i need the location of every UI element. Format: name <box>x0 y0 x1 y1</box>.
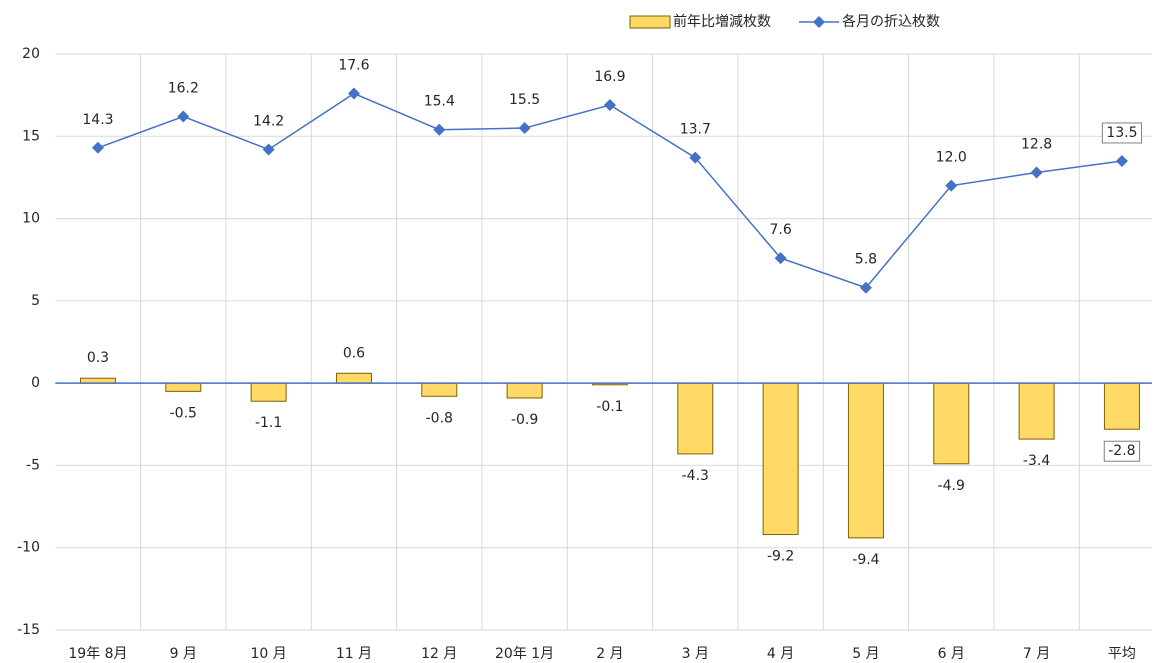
data-label: -0.5 <box>170 405 197 421</box>
x-tick-label: 20年 1月 <box>495 646 554 662</box>
data-label: 14.2 <box>253 113 284 129</box>
y-tick-label: -10 <box>17 540 40 556</box>
marker <box>91 141 104 154</box>
x-tick-label: 7 月 <box>1023 646 1050 662</box>
data-label: -4.3 <box>682 468 709 484</box>
bar <box>335 372 372 384</box>
bar <box>933 382 970 465</box>
y-tick-label: -5 <box>26 457 40 473</box>
data-label: 16.9 <box>594 69 625 85</box>
bar <box>1103 382 1140 430</box>
marker <box>518 122 531 135</box>
y-tick-label: 10 <box>22 211 40 227</box>
bar <box>506 382 543 399</box>
x-tick-label: 2 月 <box>596 646 623 662</box>
y-tick-label: 20 <box>22 46 40 62</box>
data-label: 16.2 <box>168 81 199 97</box>
y-tick-label: -15 <box>17 622 40 638</box>
data-label: 13.5 <box>1106 125 1137 141</box>
y-tick-label: 15 <box>22 128 40 144</box>
x-tick-label: 5 月 <box>852 646 879 662</box>
data-label: 13.7 <box>680 122 711 138</box>
data-label: -1.1 <box>255 415 282 431</box>
marker <box>774 252 787 265</box>
marker <box>945 179 958 192</box>
marker <box>689 151 702 164</box>
label-box <box>1101 122 1143 144</box>
data-label: -0.8 <box>426 410 453 426</box>
bar <box>165 382 202 392</box>
x-tick-label: 9 月 <box>170 646 197 662</box>
marker <box>433 123 446 136</box>
bar <box>1018 382 1055 440</box>
bar <box>847 382 884 539</box>
data-label: -9.4 <box>852 552 879 568</box>
x-tick-label: 平均 <box>1108 646 1136 662</box>
data-label: 12.8 <box>1021 136 1052 152</box>
x-tick-label: 3 月 <box>682 646 709 662</box>
data-label: -0.9 <box>511 412 538 428</box>
marker <box>1115 154 1128 167</box>
data-label: -2.8 <box>1108 443 1135 459</box>
x-tick-label: 6 月 <box>938 646 965 662</box>
data-label: -9.2 <box>767 549 794 565</box>
bar <box>762 382 799 536</box>
x-tick-label: 4 月 <box>767 646 794 662</box>
x-tick-label: 10 月 <box>250 646 286 662</box>
data-label: -4.9 <box>938 478 965 494</box>
data-label: 15.5 <box>509 92 540 108</box>
marker <box>262 143 275 156</box>
legend-label: 各月の折込枚数 <box>842 14 940 30</box>
y-tick-label: 0 <box>31 375 40 391</box>
marker <box>859 281 872 294</box>
data-label: 5.8 <box>855 252 877 268</box>
y-tick-label: 5 <box>31 293 40 309</box>
legend-marker <box>813 16 825 28</box>
marker <box>1030 166 1043 179</box>
marker <box>177 110 190 123</box>
legend-swatch <box>629 15 671 29</box>
bar <box>250 382 287 402</box>
legend-label: 前年比増減枚数 <box>673 13 771 30</box>
x-tick-label: 11 月 <box>336 646 372 662</box>
label-box <box>1103 440 1141 462</box>
data-label: 15.4 <box>424 94 455 110</box>
data-label: 12.0 <box>936 150 967 166</box>
bar <box>677 382 714 455</box>
line <box>97 92 1123 289</box>
data-label: 7.6 <box>769 222 791 238</box>
data-label: 14.3 <box>82 112 113 128</box>
data-label: -0.1 <box>596 399 623 415</box>
bar <box>421 382 458 397</box>
data-label: -3.4 <box>1023 453 1050 469</box>
x-tick-label: 19年 8月 <box>68 646 127 662</box>
marker <box>347 87 360 100</box>
data-label: 17.6 <box>338 57 369 73</box>
marker <box>603 99 616 112</box>
data-label: 0.3 <box>87 350 109 366</box>
data-label: 0.6 <box>343 345 365 361</box>
x-tick-label: 12 月 <box>421 646 457 662</box>
